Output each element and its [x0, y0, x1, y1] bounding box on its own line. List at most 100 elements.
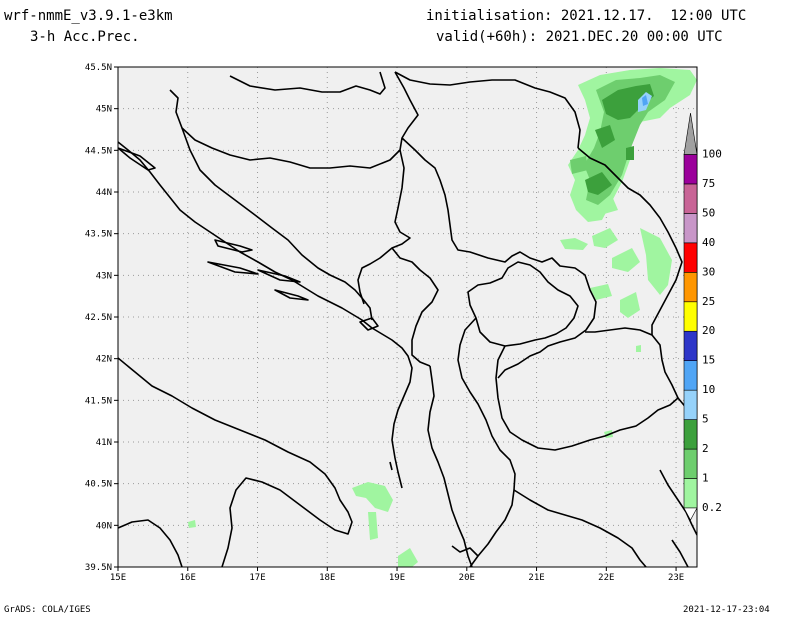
colorbar-segment	[683, 360, 698, 391]
lon-tick-label: 20E	[459, 573, 475, 583]
island-coastline	[257, 269, 301, 283]
valid-time: valid(+60h): 2021.DEC.20 00:00 UTC	[436, 29, 723, 45]
lat-tick-label: 44N	[96, 188, 112, 198]
precip-area-light	[368, 512, 378, 540]
serbia-border	[401, 137, 597, 379]
aegean-coastline	[659, 469, 697, 536]
island-coastline	[214, 239, 253, 253]
colorbar-segment	[683, 301, 698, 332]
colorbar-label: 100	[702, 147, 722, 160]
longitude-axis: 15E 16E 17E 18E 19E 20E 21E 22E 23E	[110, 567, 684, 583]
colorbar-segment	[683, 272, 698, 303]
greece-border	[513, 489, 647, 567]
north-macedonia-border	[495, 327, 679, 451]
colorbar-label: 50	[702, 206, 715, 219]
precip-area-dark	[626, 146, 634, 160]
bosnia-border	[181, 127, 373, 321]
precip-area-light	[612, 248, 640, 272]
precip-area-light	[398, 548, 418, 567]
precip-area-light	[620, 292, 640, 318]
precip-area-mid	[570, 156, 588, 174]
eastern-border	[577, 147, 683, 335]
kosovo-border	[467, 261, 579, 347]
colorbar-segment	[683, 448, 698, 479]
serbia-northern-border	[394, 71, 581, 149]
model-name: wrf-nmmE_v3.9.1-e3km	[4, 8, 173, 24]
colorbar-label: 30	[702, 265, 715, 278]
colorbar-segment	[683, 419, 698, 450]
colorbar-segment	[683, 478, 698, 509]
lat-tick-label: 40.5N	[85, 480, 112, 490]
lon-tick-label: 21E	[528, 573, 544, 583]
colorbar-label: 0.2	[702, 501, 722, 514]
northern-border	[169, 71, 419, 169]
colorbar-label: 20	[702, 324, 715, 337]
lon-tick-label: 15E	[110, 573, 126, 583]
island-coastline	[359, 317, 379, 331]
colorbar-segment	[683, 154, 698, 185]
colorbar-segment	[683, 112, 698, 155]
colorbar-segment	[683, 213, 698, 244]
precip-area-blue	[642, 95, 648, 106]
lon-tick-label: 22E	[598, 573, 614, 583]
lat-tick-label: 43.5N	[85, 230, 112, 240]
colorbar-segment	[683, 183, 698, 214]
lon-tick-label: 18E	[319, 573, 335, 583]
precip-area-light	[352, 482, 393, 512]
lat-tick-label: 45.5N	[85, 63, 112, 73]
precip-area-light	[636, 345, 641, 352]
lat-tick-label: 43N	[96, 271, 112, 281]
lat-tick-label: 41N	[96, 438, 112, 448]
colorbar-label: 40	[702, 236, 715, 249]
plot-timestamp: 2021-12-17-23:04	[683, 605, 770, 615]
latitude-axis: 39.5N 40N 40.5N 41N 41.5N 42N 42.5N 43N 43.5N 44N…	[85, 63, 118, 573]
lat-tick-label: 45N	[96, 105, 112, 115]
coastlines-and-borders	[118, 71, 697, 567]
italy-heel-coastline	[118, 519, 183, 567]
initialisation-time: initialisation: 2021.12.17. 12:00 UTC	[426, 8, 747, 24]
lat-tick-label: 40N	[96, 521, 112, 531]
adriatic-coastline	[118, 141, 413, 489]
precip-area-light	[592, 228, 618, 248]
lat-tick-label: 39.5N	[85, 563, 112, 573]
colorbar-label: 2	[702, 442, 709, 455]
lon-tick-label: 16E	[180, 573, 196, 583]
precip-area-light	[590, 284, 612, 300]
colorbar-label: 25	[702, 295, 715, 308]
lon-tick-label: 19E	[389, 573, 405, 583]
island-coastline	[118, 147, 156, 171]
northern-border	[229, 71, 386, 95]
precip-area-light	[640, 228, 672, 295]
lon-tick-label: 23E	[668, 573, 684, 583]
albania-border	[427, 365, 473, 567]
colorbar-segment	[683, 242, 698, 273]
coastline	[451, 545, 479, 557]
precip-area-dark	[602, 84, 654, 120]
precip-area-light	[560, 238, 588, 250]
colorbar-lower-triangle	[683, 507, 698, 521]
precip-area-light	[188, 520, 196, 528]
lat-tick-label: 44.5N	[85, 146, 112, 156]
coastline	[389, 461, 393, 471]
colorbar-label: 5	[702, 413, 709, 426]
grid-lines	[118, 67, 697, 567]
colorbar-label: 10	[702, 383, 715, 396]
lat-tick-label: 42.5N	[85, 313, 112, 323]
precip-area-dark	[585, 172, 612, 195]
lon-tick-label: 17E	[249, 573, 265, 583]
lat-tick-label: 41.5N	[85, 396, 112, 406]
colorbar-label: 1	[702, 472, 709, 485]
colorbar-segment	[683, 389, 698, 420]
grads-credit: GrADS: COLA/IGES	[4, 605, 91, 615]
bosnia-eastern-border	[357, 149, 411, 305]
lat-tick-label: 42N	[96, 355, 112, 365]
colorbar-label: 75	[702, 177, 715, 190]
aegean-coastline	[671, 539, 689, 567]
albania-eastern-border	[457, 317, 516, 567]
precip-area-dark	[595, 125, 615, 148]
montenegro-border	[391, 247, 439, 367]
island-coastline	[274, 289, 309, 301]
colorbar-segment	[683, 330, 698, 361]
